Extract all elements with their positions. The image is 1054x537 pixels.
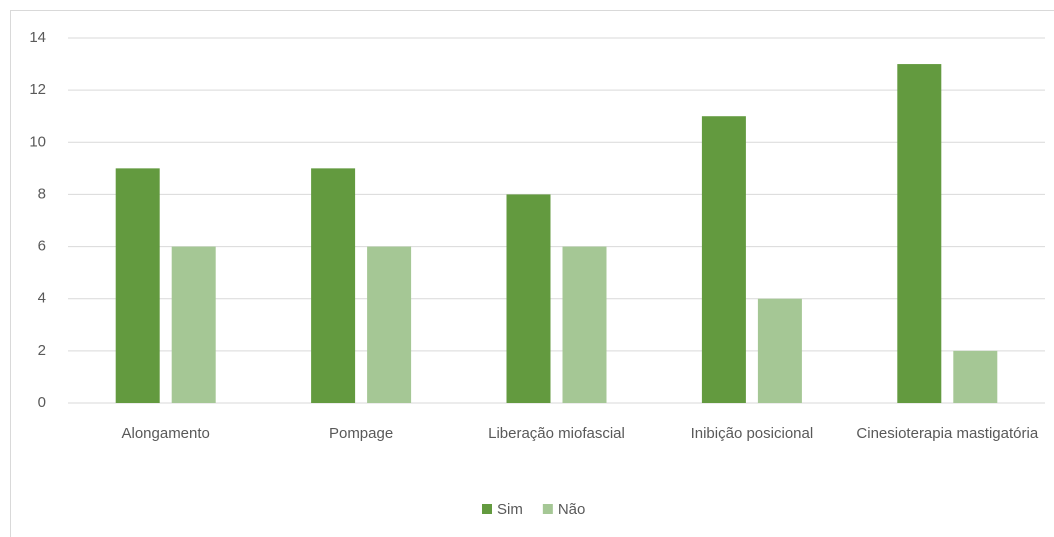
y-tick-label: 12 [29, 81, 46, 98]
y-tick-label: 0 [38, 394, 46, 411]
x-tick-label: Cinesioterapia mastigatória [856, 425, 1039, 442]
x-tick-label: Liberação miofascial [488, 425, 625, 442]
y-tick-label: 6 [38, 238, 46, 255]
bar [171, 246, 216, 403]
bar [506, 194, 551, 403]
legend-swatch [482, 504, 492, 514]
y-tick-label: 4 [38, 290, 46, 307]
bar [897, 64, 942, 404]
legend-swatch [542, 504, 553, 514]
x-tick-label: Alongamento [121, 425, 210, 442]
y-tick-label: 10 [29, 133, 46, 150]
bar [311, 168, 356, 403]
y-tick-label: 14 [29, 29, 46, 46]
x-tick-label: Pompage [328, 425, 394, 442]
bar [701, 116, 746, 403]
y-tick-label: 8 [38, 185, 46, 202]
x-tick-label: Inibição posicional [690, 425, 814, 442]
bar [953, 350, 998, 403]
y-tick-label: 2 [38, 342, 46, 359]
bar [757, 298, 802, 403]
bar [562, 246, 607, 403]
legend-label: Sim [497, 501, 523, 518]
bar [367, 246, 412, 403]
chart-border [10, 10, 1054, 537]
bar [115, 168, 160, 403]
legend-label: Não [558, 501, 586, 518]
